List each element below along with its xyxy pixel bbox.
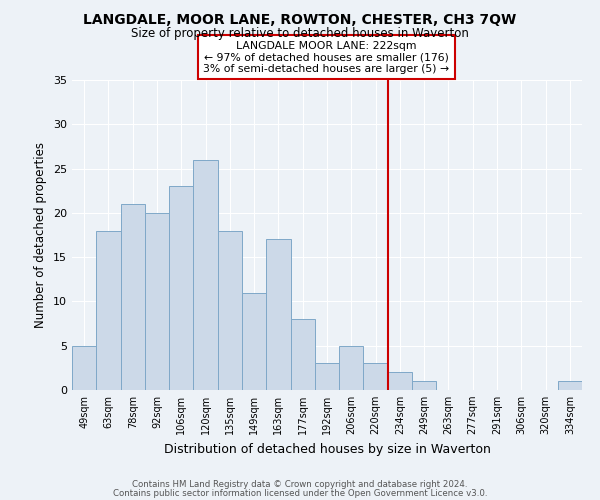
Bar — [315, 364, 339, 390]
Bar — [242, 292, 266, 390]
Text: Size of property relative to detached houses in Waverton: Size of property relative to detached ho… — [131, 28, 469, 40]
Text: Contains public sector information licensed under the Open Government Licence v3: Contains public sector information licen… — [113, 488, 487, 498]
Bar — [412, 381, 436, 390]
Text: LANGDALE, MOOR LANE, ROWTON, CHESTER, CH3 7QW: LANGDALE, MOOR LANE, ROWTON, CHESTER, CH… — [83, 12, 517, 26]
Bar — [364, 364, 388, 390]
Text: Contains HM Land Registry data © Crown copyright and database right 2024.: Contains HM Land Registry data © Crown c… — [132, 480, 468, 489]
X-axis label: Distribution of detached houses by size in Waverton: Distribution of detached houses by size … — [164, 442, 490, 456]
Bar — [169, 186, 193, 390]
Bar — [72, 346, 96, 390]
Bar — [96, 230, 121, 390]
Bar — [266, 240, 290, 390]
Text: LANGDALE MOOR LANE: 222sqm
← 97% of detached houses are smaller (176)
3% of semi: LANGDALE MOOR LANE: 222sqm ← 97% of deta… — [203, 40, 449, 74]
Bar — [290, 319, 315, 390]
Bar — [145, 213, 169, 390]
Bar — [558, 381, 582, 390]
Bar — [388, 372, 412, 390]
Bar — [193, 160, 218, 390]
Bar — [218, 230, 242, 390]
Bar — [339, 346, 364, 390]
Bar — [121, 204, 145, 390]
Y-axis label: Number of detached properties: Number of detached properties — [34, 142, 47, 328]
